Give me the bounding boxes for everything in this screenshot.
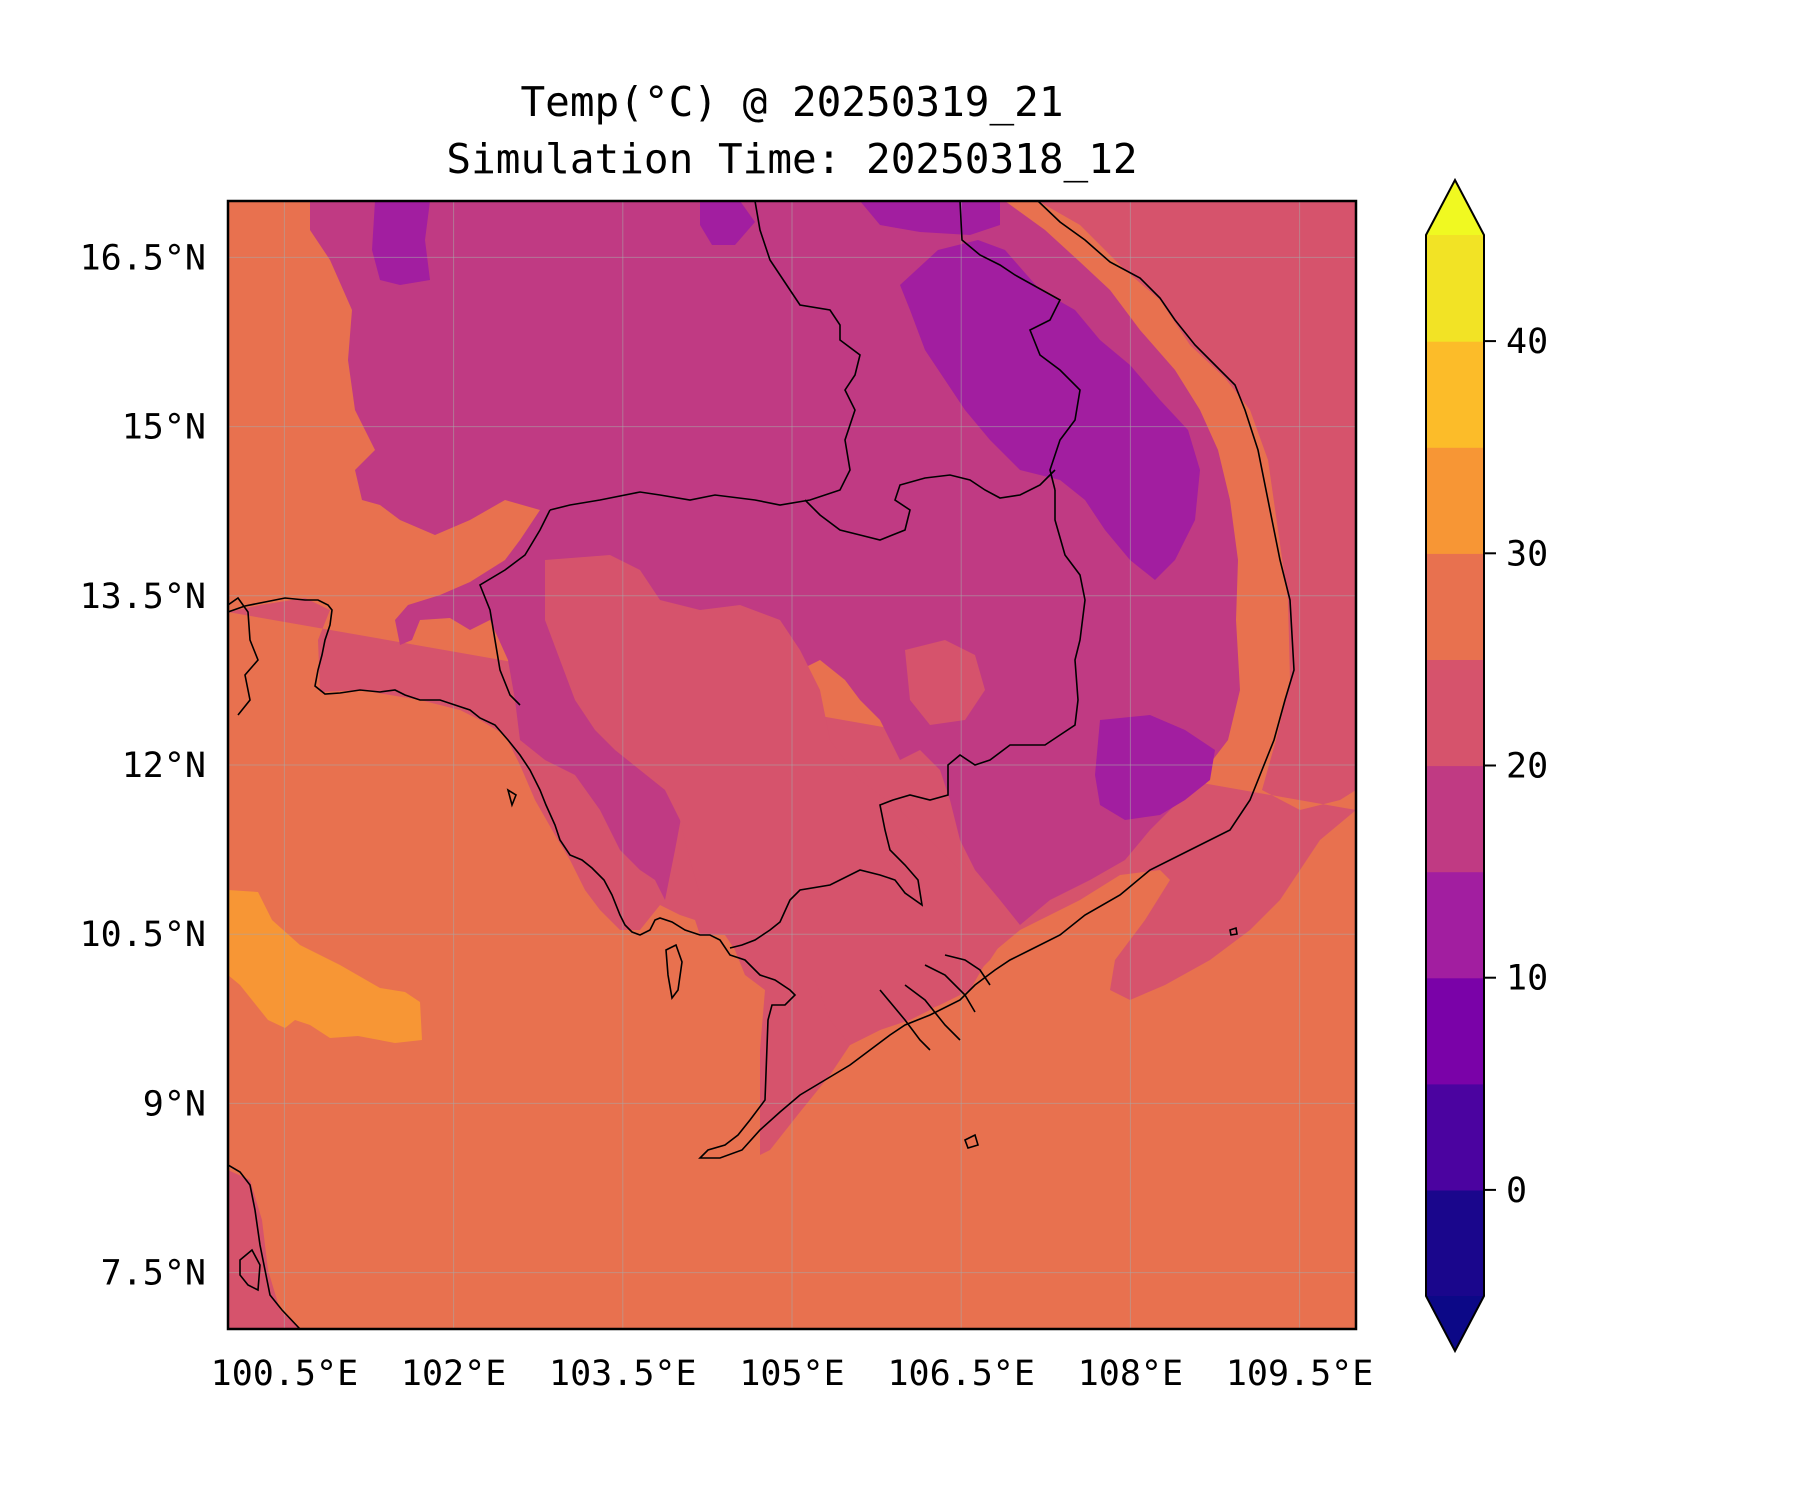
border-thailand-laos [549, 201, 861, 511]
interior-warm-pocket [545, 555, 1010, 1045]
longitude-tick-label: 109.5°E [1226, 1354, 1374, 1394]
longitude-tick-label: 102°E [401, 1354, 506, 1394]
river-mouth [924, 964, 976, 1013]
latitude-tick-label: 9°N [143, 1084, 206, 1124]
map-frame [226, 199, 1358, 1331]
colorbar: 0 10 20 30 40 [1425, 177, 1548, 1354]
island [1229, 926, 1238, 936]
highland-10-15-region [1095, 715, 1215, 820]
river-mouth [944, 954, 991, 986]
colorbar-segment [1426, 553, 1484, 660]
latitude-tick-label: 7.5°N [101, 1254, 206, 1294]
colorbar-extend-min [1426, 1296, 1484, 1351]
island [963, 1133, 979, 1149]
longitude-tick-label: 105°E [739, 1354, 844, 1394]
border-thailand-cambodia [479, 509, 551, 706]
colorbar-segment [1426, 235, 1484, 342]
colorbar-extend-max [1426, 180, 1484, 235]
colorbar-segment [1426, 447, 1484, 554]
colorbar-outline [1425, 177, 1485, 1354]
border-cambodia-vietnam [729, 490, 1086, 949]
colorbar-segment [1426, 341, 1484, 448]
colorbar-tick-label: 40 [1506, 322, 1548, 362]
colorbar-tick-label: 20 [1506, 747, 1548, 787]
coastline [228, 201, 1295, 1159]
colorbar-segment [1426, 871, 1484, 979]
coastline [228, 1164, 301, 1329]
highland-10-15-region [700, 201, 755, 245]
colorbar-tick-label: 0 [1506, 1171, 1527, 1211]
border-fragment [228, 596, 259, 716]
border-laos-cambodia [804, 469, 1056, 541]
border-laos-vietnam [959, 201, 1081, 491]
highland-10-15-region [860, 201, 1000, 235]
colorbar-segment [1426, 765, 1484, 873]
colorbar-tick-label: 30 [1506, 534, 1548, 574]
latitude-tick-label: 10.5°N [80, 915, 206, 955]
coastlines-and-borders [228, 201, 1295, 1329]
interior-warm-pocket [905, 640, 985, 725]
highland-10-15-region [900, 240, 1200, 580]
warm-sea-patch [228, 890, 422, 1043]
colorbar-segment [1426, 1083, 1484, 1191]
colorbar-segment [1426, 659, 1484, 767]
colorbar-segment [1426, 977, 1484, 1085]
chart-title: Temp(°C) @ 20250319_21 [520, 78, 1063, 126]
latitude-tick-label: 15°N [122, 408, 206, 448]
chart-subtitle: Simulation Time: 20250318_12 [446, 135, 1137, 183]
longitude-tick-labels: 100.5°E 102°E 103.5°E 105°E 106.5°E 108°E 109.… [211, 1354, 1374, 1394]
river-mouth [904, 984, 961, 1041]
island [506, 788, 517, 808]
latitude-tick-label: 13.5°N [80, 577, 206, 617]
gridlines [228, 201, 1356, 1329]
river-mouth [879, 989, 931, 1051]
highland-10-15-region [372, 201, 430, 285]
map-panel [228, 201, 1356, 1329]
colorbar-segment [1426, 1189, 1484, 1297]
longitude-tick-label: 106.5°E [887, 1354, 1035, 1394]
latitude-tick-label: 12°N [122, 746, 206, 786]
island [239, 1248, 261, 1292]
latitude-tick-labels: 16.5°N 15°N 13.5°N 12°N 10.5°N 9°N 7.5°N [80, 238, 206, 1293]
longitude-tick-label: 103.5°E [549, 1354, 697, 1394]
longitude-tick-label: 100.5°E [211, 1354, 359, 1394]
latitude-tick-label: 16.5°N [80, 238, 206, 278]
colorbar-tick-label: 10 [1506, 959, 1548, 999]
island [665, 943, 683, 1000]
longitude-tick-label: 108°E [1078, 1354, 1183, 1394]
